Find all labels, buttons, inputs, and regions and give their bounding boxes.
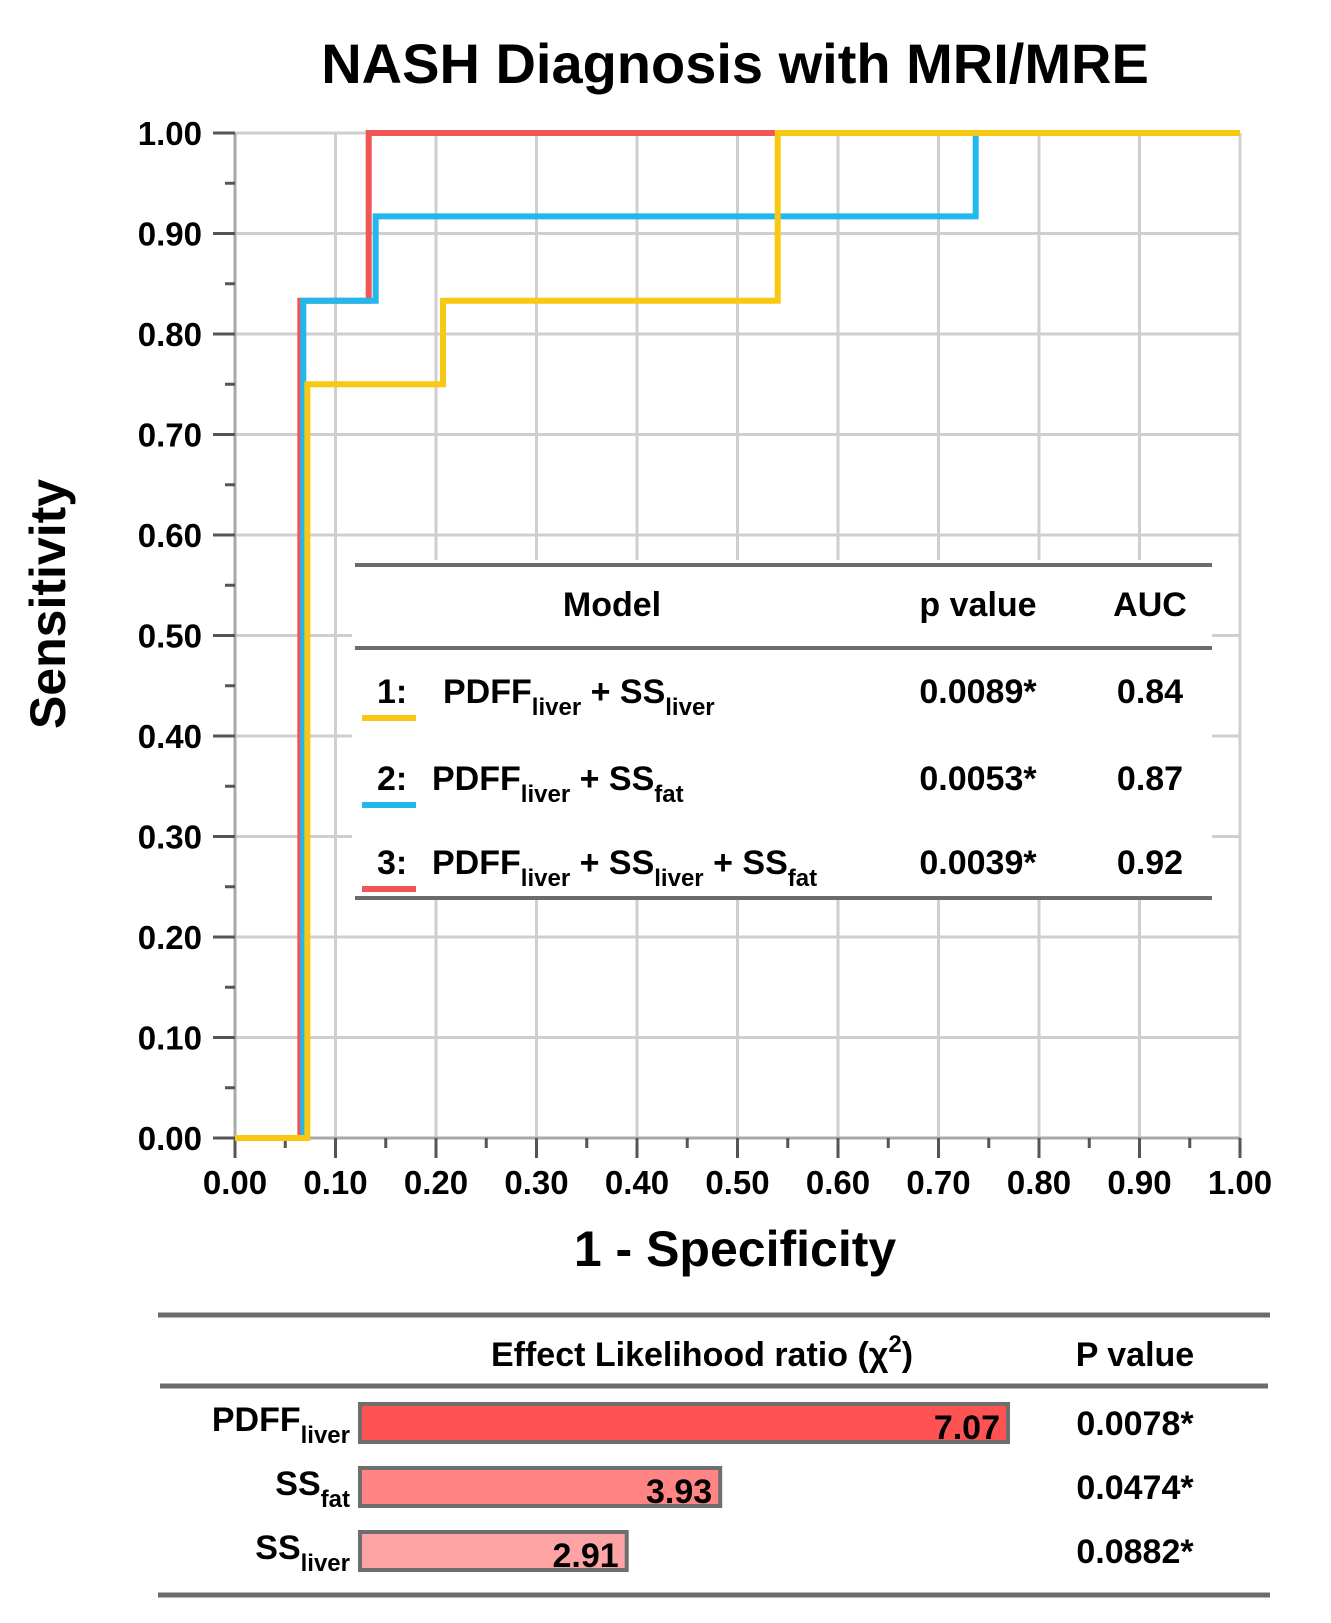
- x-tick-label: 0.10: [303, 1164, 367, 1201]
- effect-table: Effect Likelihood ratio (χ2) P value PDFFl…: [158, 1312, 1270, 1598]
- x-tick-label: 0.20: [404, 1164, 468, 1201]
- y-tick-label: 0.80: [138, 316, 202, 353]
- effect-term-label: SSliver: [255, 1529, 350, 1577]
- header-auc: AUC: [1113, 586, 1187, 624]
- model-number: 2:: [377, 760, 407, 798]
- model-number: 1:: [377, 673, 407, 711]
- effect-p-value: 0.0474*: [1076, 1469, 1194, 1507]
- effect-bar-value: 2.91: [553, 1537, 619, 1575]
- effect-bar-value: 3.93: [646, 1473, 712, 1511]
- model-auc: 0.87: [1117, 760, 1183, 798]
- y-axis: 0.00 0.10 0.20 0.30 0.40 0.50 0.60 0.70 0.80 0.90…: [138, 115, 235, 1157]
- header-p-value-effect: P value: [1076, 1336, 1194, 1374]
- roc-curves: [235, 130, 1240, 1141]
- effect-bar-pdff-liver: [358, 1402, 1010, 1444]
- x-tick-label: 0.30: [504, 1164, 568, 1201]
- model-p-value: 0.0089*: [919, 673, 1037, 711]
- x-tick-label: 0.50: [705, 1164, 769, 1201]
- y-tick-label: 0.20: [138, 919, 202, 956]
- roc-curve-model-1: [235, 130, 1240, 1141]
- effect-bar-ss-fat: [358, 1466, 723, 1508]
- x-tick-label: 1.00: [1208, 1164, 1272, 1201]
- x-tick-label: 0.80: [1007, 1164, 1071, 1201]
- x-tick-label: 0.00: [203, 1164, 267, 1201]
- model-p-value: 0.0039*: [919, 844, 1037, 882]
- x-tick-label: 0.90: [1107, 1164, 1171, 1201]
- x-axis-label: 1 - Specificity: [574, 1221, 897, 1277]
- model-auc: 0.92: [1117, 844, 1183, 882]
- x-axis: 0.00 0.10 0.20 0.30 0.40 0.50 0.60 0.70 0.80 0.90…: [203, 1138, 1272, 1201]
- header-p-value: p value: [919, 586, 1036, 624]
- chart-title: NASH Diagnosis with MRI/MRE: [321, 32, 1149, 95]
- effect-bar-ss-liver: [358, 1530, 629, 1572]
- effect-bar-value: 7.07: [934, 1409, 1000, 1447]
- model-number: 3:: [377, 844, 407, 882]
- header-model: Model: [563, 586, 661, 624]
- y-tick-label: 0.10: [138, 1020, 202, 1057]
- y-tick-label: 1.00: [138, 115, 202, 152]
- header-effect-likelihood: Effect Likelihood ratio (χ2): [491, 1331, 913, 1374]
- model-auc: 0.84: [1117, 673, 1183, 711]
- model-p-value: 0.0053*: [919, 760, 1037, 798]
- y-tick-label: 0.30: [138, 819, 202, 856]
- y-axis-label: Sensitivity: [20, 479, 76, 729]
- effect-term-label: PDFFliver: [212, 1401, 350, 1449]
- model-formula: PDFFliver​ + SSliver​ + SSfat​: [432, 844, 817, 892]
- y-tick-label: 0.60: [138, 517, 202, 554]
- y-tick-label: 0.00: [138, 1120, 202, 1157]
- y-tick-label: 0.50: [138, 618, 202, 655]
- x-tick-label: 0.40: [605, 1164, 669, 1201]
- model-table-background: [352, 560, 1212, 900]
- effect-p-value: 0.0882*: [1076, 1533, 1194, 1571]
- y-tick-label: 0.40: [138, 718, 202, 755]
- model-table: Model p value AUC 1: PDFFliver​ + SSliver​ 0.…: [352, 560, 1212, 900]
- model-formula: PDFFliver​ + SSfat​: [432, 760, 684, 808]
- x-tick-label: 0.70: [906, 1164, 970, 1201]
- y-tick-label: 0.90: [138, 216, 202, 253]
- effect-term-label: SSfat: [275, 1465, 350, 1513]
- model-formula: PDFFliver​ + SSliver​: [443, 673, 715, 721]
- effect-p-value: 0.0078*: [1076, 1405, 1194, 1443]
- y-tick-label: 0.70: [138, 417, 202, 454]
- roc-curve-model-2: [235, 130, 1240, 1141]
- x-tick-label: 0.60: [806, 1164, 870, 1201]
